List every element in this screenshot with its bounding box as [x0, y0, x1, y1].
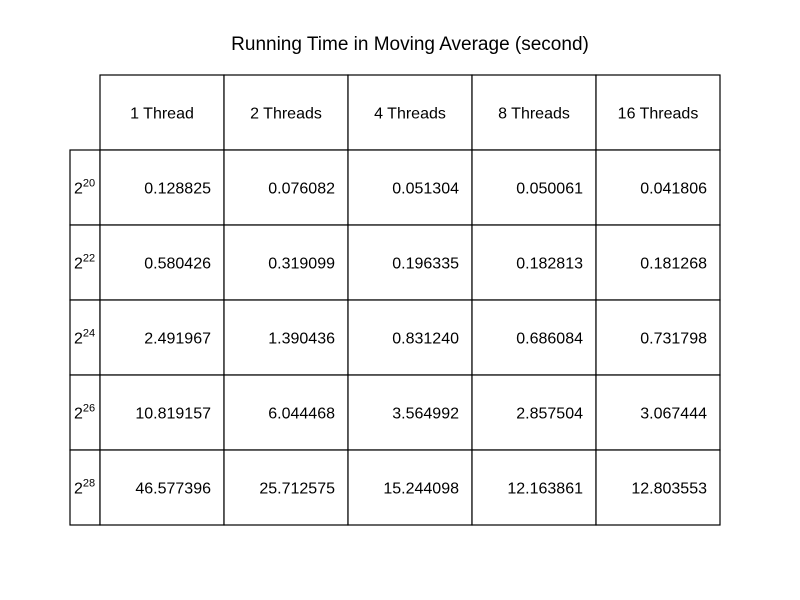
table-cell-value: 0.196335 [392, 256, 459, 273]
table-cell [347, 149, 473, 226]
column-header-cell [595, 74, 721, 151]
table-cell [99, 149, 225, 226]
table-cell-value: 0.182813 [516, 256, 583, 273]
table-cell-value: 0.580426 [144, 256, 211, 273]
row-header-label: 226 [74, 403, 95, 423]
table-cell-value: 3.564992 [392, 406, 459, 423]
table-cell [471, 449, 597, 526]
table-cell [99, 449, 225, 526]
table-cell-value: 0.051304 [392, 181, 459, 198]
table-cell [595, 224, 721, 301]
table-cell [595, 149, 721, 226]
table-cell [471, 374, 597, 451]
table-cell-value: 0.076082 [268, 181, 335, 198]
table-cell-value: 0.050061 [516, 181, 583, 198]
table-cell [595, 449, 721, 526]
table-cell-value: 3.067444 [640, 406, 707, 423]
row-label-base: 2 [74, 331, 83, 348]
row-label-base: 2 [74, 256, 83, 273]
table-cell [99, 224, 225, 301]
table-cell-value: 0.731798 [640, 331, 707, 348]
row-label-base: 2 [74, 481, 83, 498]
row-label-base: 2 [74, 181, 83, 198]
column-header-label: 4 Threads [374, 106, 446, 123]
table-cell-value: 0.319099 [268, 256, 335, 273]
table-cell-value: 0.041806 [640, 181, 707, 198]
table-cell [347, 374, 473, 451]
table-cell [223, 224, 349, 301]
table-cell [99, 299, 225, 376]
table-cell-value: 46.577396 [135, 481, 211, 498]
column-header-label: 2 Threads [250, 106, 322, 123]
table-cell [471, 224, 597, 301]
column-header-label: 1 Thread [130, 106, 194, 123]
row-label-exponent: 20 [83, 178, 95, 190]
column-header-label: 8 Threads [498, 106, 570, 123]
row-header-cell [69, 224, 101, 301]
row-header-label: 222 [74, 253, 95, 273]
row-header-label: 220 [74, 178, 95, 198]
row-header-label: 228 [74, 478, 95, 498]
table-cell [347, 224, 473, 301]
chart-title: Running Time in Moving Average (second) [231, 34, 589, 55]
table-cell-value: 25.712575 [259, 481, 335, 498]
table-cell-value: 0.686084 [516, 331, 583, 348]
table-cell [347, 299, 473, 376]
row-label-exponent: 26 [83, 403, 95, 415]
table-cell [595, 299, 721, 376]
table-cell [223, 374, 349, 451]
table-cell [223, 149, 349, 226]
table-cell-value: 6.044468 [268, 406, 335, 423]
table-cell-value: 1.390436 [268, 331, 335, 348]
table-cell-value: 12.803553 [631, 481, 707, 498]
row-header-cell [69, 149, 101, 226]
table-cell [99, 374, 225, 451]
table-cell-value: 10.819157 [135, 406, 211, 423]
table-cell-value: 0.831240 [392, 331, 459, 348]
table-cell-value: 15.244098 [383, 481, 459, 498]
row-label-exponent: 24 [83, 328, 95, 340]
row-header-cell [69, 449, 101, 526]
row-header-label: 224 [74, 328, 95, 348]
table-cell-value: 12.163861 [507, 481, 583, 498]
table-cell-value: 2.857504 [516, 406, 583, 423]
table-cell-value: 0.128825 [144, 181, 211, 198]
table-cell-value: 2.491967 [144, 331, 211, 348]
table-cell [595, 374, 721, 451]
column-header-label: 16 Threads [618, 106, 699, 123]
row-label-base: 2 [74, 406, 83, 423]
row-label-exponent: 28 [83, 478, 95, 490]
row-label-exponent: 22 [83, 253, 95, 265]
table-cell [347, 449, 473, 526]
table-cell-value: 0.181268 [640, 256, 707, 273]
